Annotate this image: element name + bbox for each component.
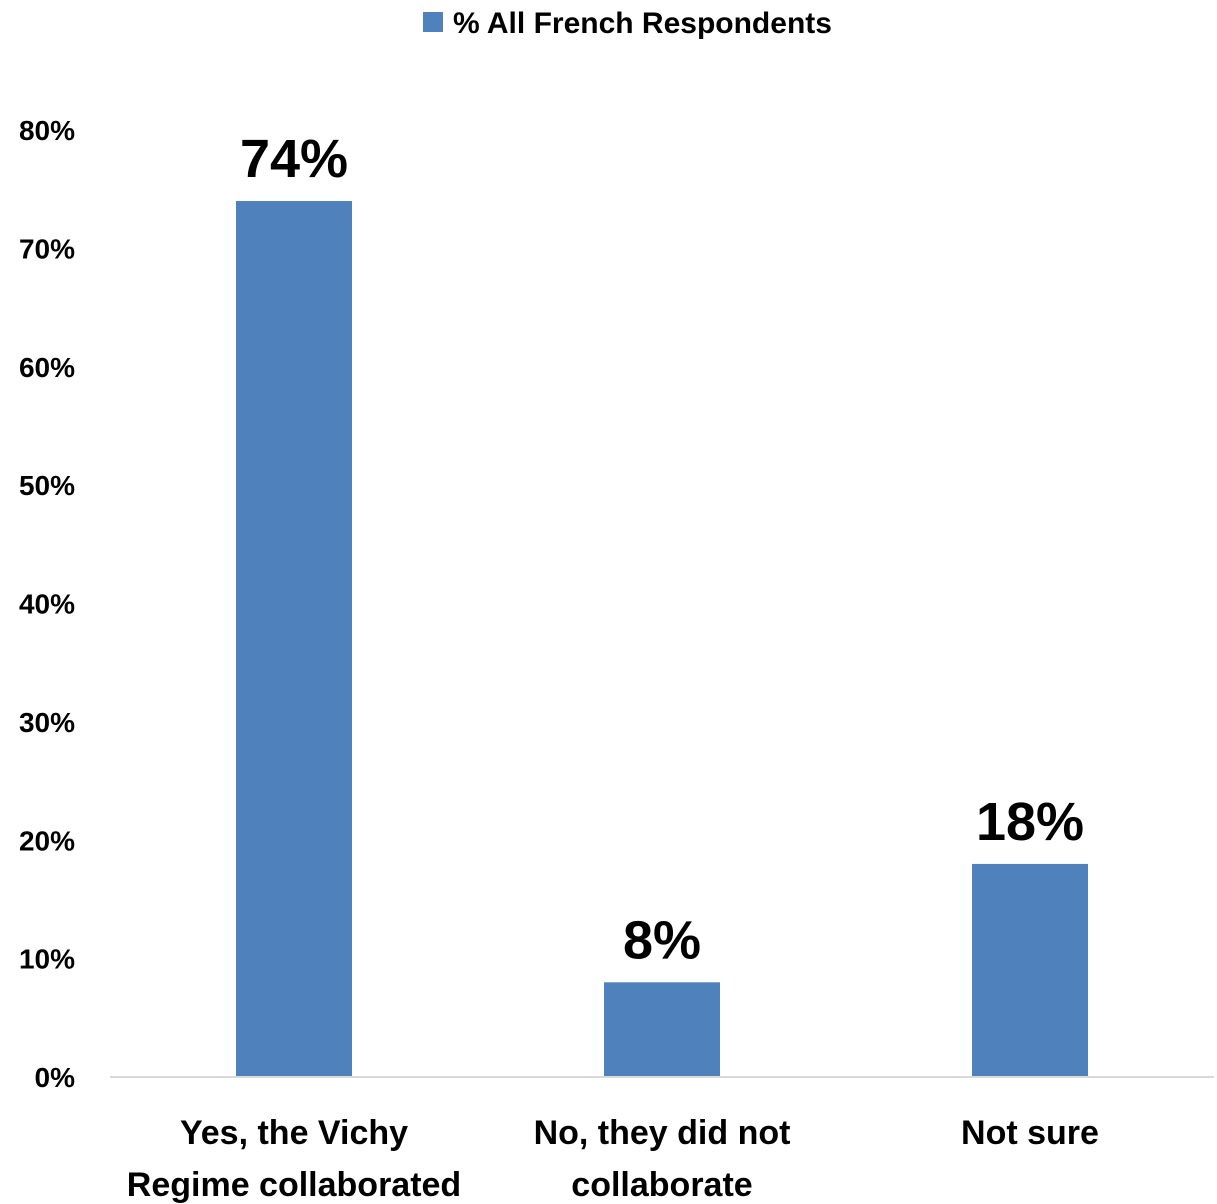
bar — [604, 982, 720, 1077]
legend: % All French Respondents — [423, 7, 832, 40]
x-category-label: Yes, the Vichy Regime collaborated — [127, 1114, 461, 1204]
legend-label: % All French Respondents — [453, 7, 832, 40]
y-tick-label: 10% — [19, 944, 75, 975]
y-tick-label: 50% — [19, 470, 75, 501]
y-tick-label: 70% — [19, 233, 75, 264]
y-tick-label: 30% — [19, 707, 75, 738]
bars: 74% 8% 18% — [236, 129, 1088, 1077]
x-category-label: Not sure — [961, 1114, 1099, 1152]
y-tick-label: 80% — [19, 115, 75, 146]
x-axis: Yes, the Vichy Regime collaborated No, the… — [110, 1076, 1214, 1204]
data-label: 74% — [240, 129, 348, 189]
data-label: 8% — [623, 910, 701, 970]
bar — [236, 201, 352, 1077]
bar — [972, 863, 1088, 1077]
y-tick-label: 60% — [19, 352, 75, 383]
x-category-label: No, they did not collaborate — [534, 1114, 791, 1204]
data-label: 18% — [976, 792, 1084, 852]
y-tick-label: 40% — [19, 589, 75, 620]
legend-swatch — [423, 12, 443, 32]
y-tick-label: 0% — [35, 1062, 76, 1093]
y-tick-label: 20% — [19, 825, 75, 856]
y-axis: 0% 10% 20% 30% 40% 50% 60% 70% 80% — [19, 115, 75, 1093]
